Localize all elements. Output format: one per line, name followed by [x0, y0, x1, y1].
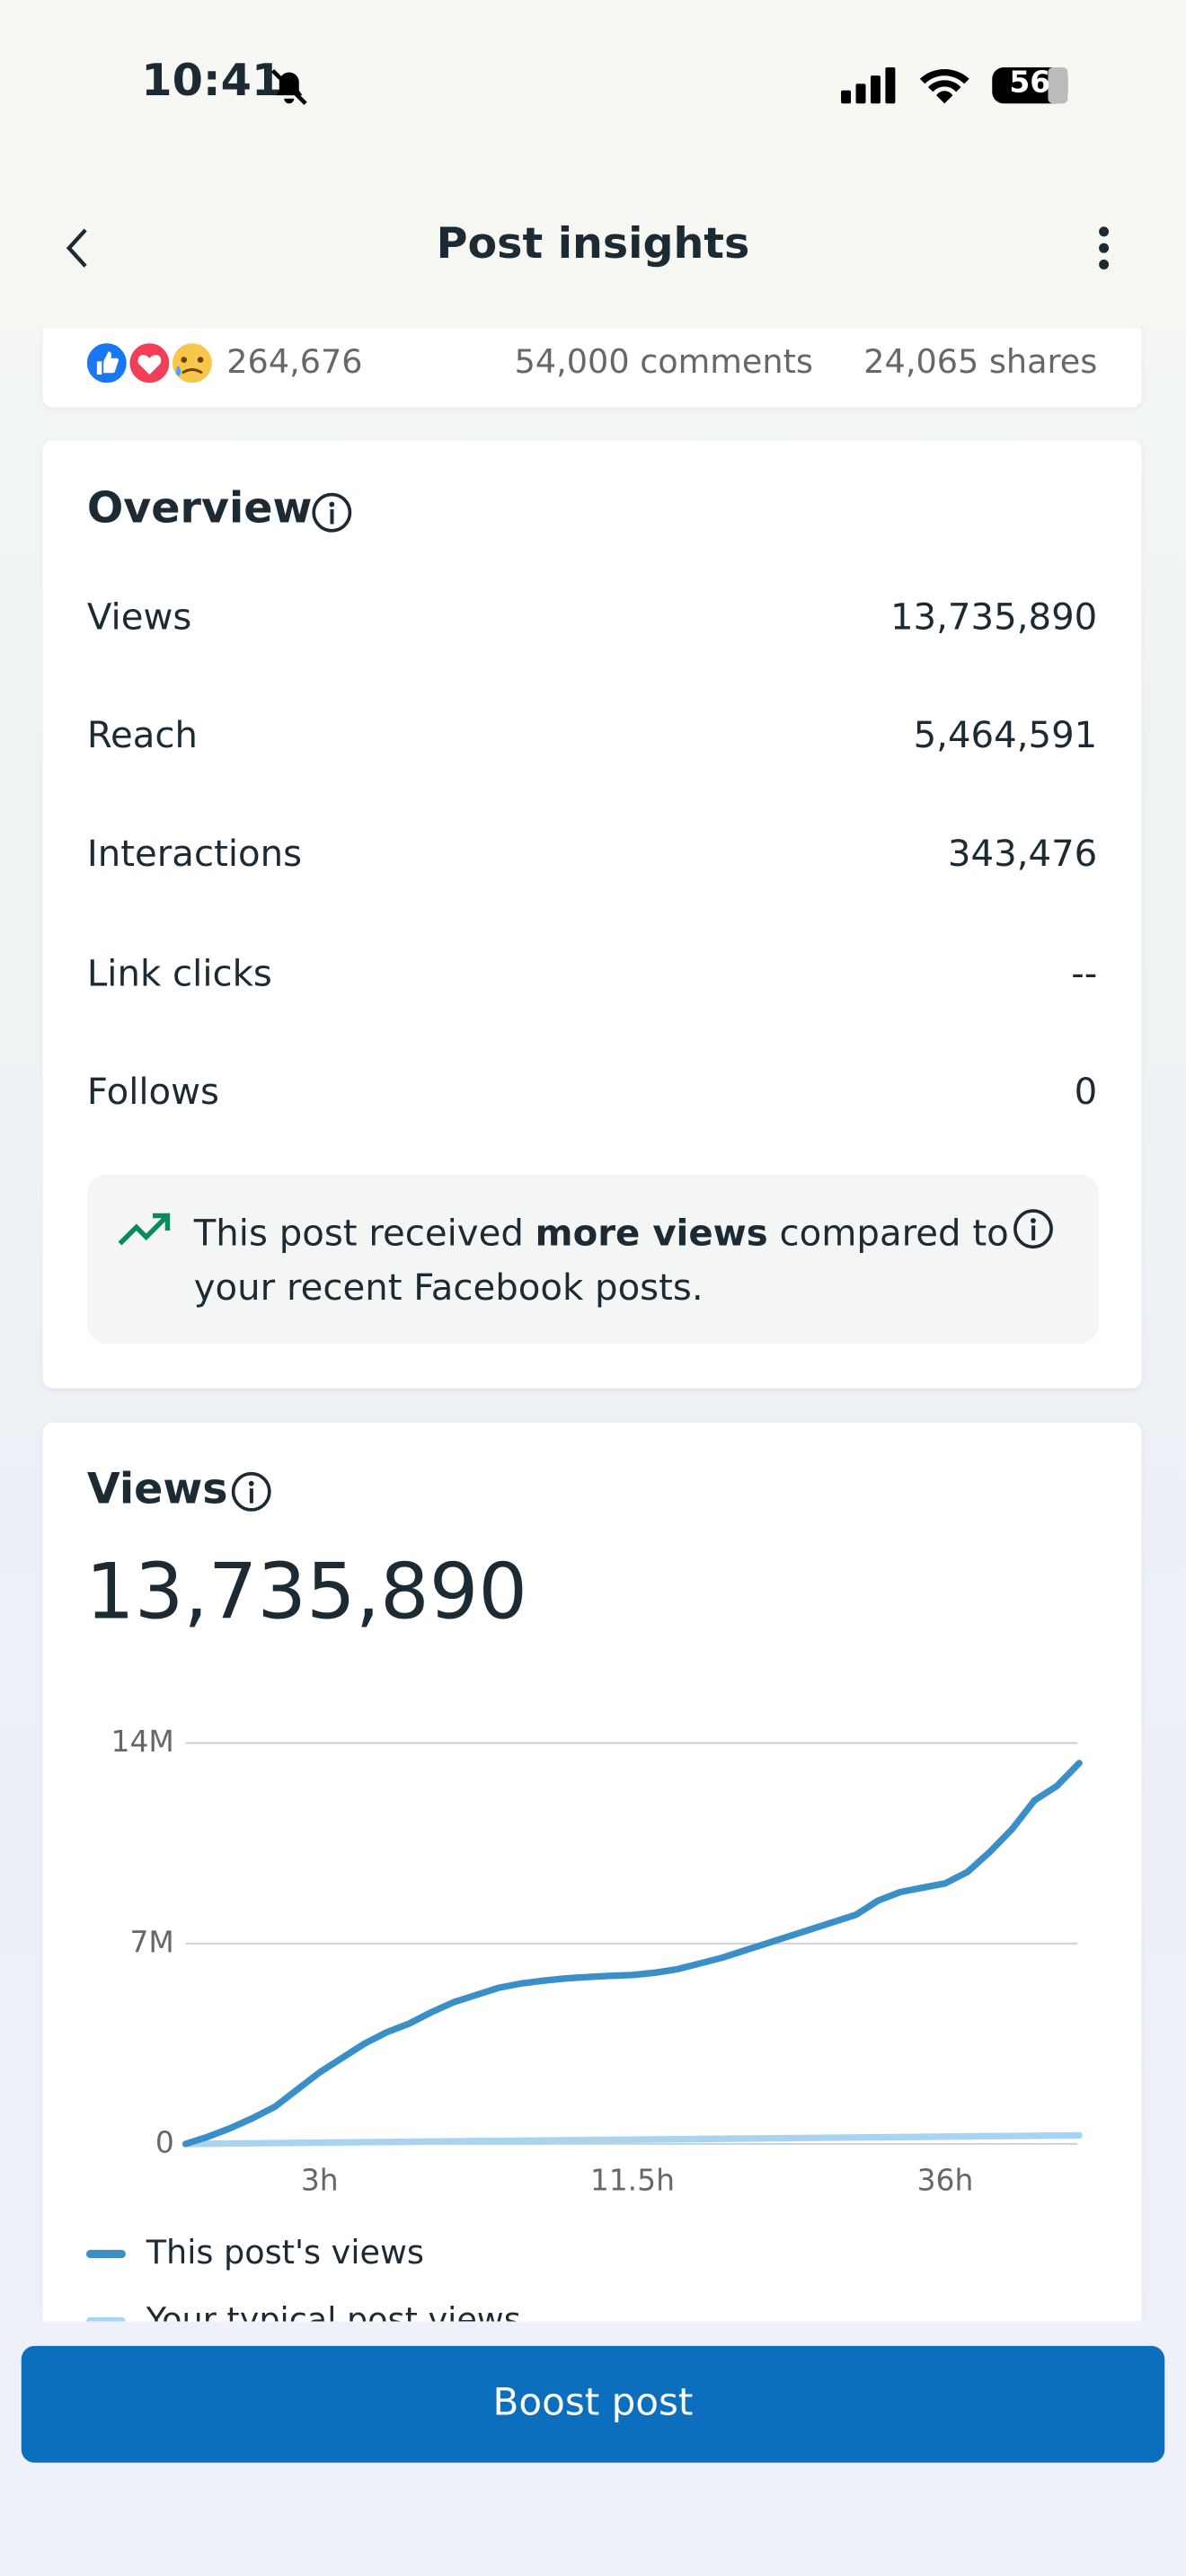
series-line — [181, 1760, 1083, 2148]
x-tick-label: 36h — [917, 2163, 974, 2198]
metric-label: Follows — [86, 1072, 220, 1115]
metric-row: Views 13,735,890 — [87, 595, 1097, 644]
bottom-bar: Boost post — [0, 2321, 1186, 2576]
note-text-part: This post received — [193, 1213, 535, 1256]
metric-row: Follows 0 — [87, 1070, 1097, 1119]
metric-value: -- — [1071, 954, 1098, 996]
metric-label: Reach — [86, 716, 199, 758]
views-card: Views 13,735,890 — [42, 1422, 1142, 2442]
reaction-icons — [84, 340, 216, 386]
metric-value: 13,735,890 — [890, 597, 1098, 640]
battery-level: 56 — [1009, 66, 1051, 101]
legend-label: This post's views — [146, 2233, 424, 2272]
page-title: Post insights — [436, 220, 750, 269]
back-button[interactable] — [59, 224, 99, 273]
y-tick-label: 0 — [155, 2124, 174, 2159]
info-icon[interactable] — [309, 490, 355, 535]
x-tick-label: 3h — [301, 2163, 339, 2198]
series-line — [181, 2131, 1083, 2148]
comments-count[interactable]: 54,000 comments — [514, 341, 813, 382]
overview-card: Overview Views 13,735,890 Reach 5,464,591 … — [42, 440, 1142, 1389]
metric-label: Views — [86, 597, 192, 640]
metric-value: 5,464,591 — [913, 716, 1098, 758]
legend-label: Your typical post views — [146, 2300, 521, 2322]
metric-row: Interactions 343,476 — [87, 832, 1097, 881]
mute-icon — [270, 69, 307, 105]
metric-label: Interactions — [86, 834, 303, 876]
note-text-part: compared to your recent Facebook posts. — [193, 1213, 1009, 1310]
boost-button[interactable]: Boost post — [21, 2345, 1165, 2463]
x-tick-label: 11.5h — [590, 2163, 675, 2198]
trend-icon — [118, 1213, 171, 1246]
metric-label: Link clicks — [86, 954, 272, 996]
info-icon[interactable] — [228, 1469, 274, 1514]
y-tick-label: 7M — [129, 1924, 173, 1959]
metric-value: 343,476 — [947, 834, 1098, 876]
status-time: 10:41 — [141, 56, 283, 107]
overview-title: Overview — [86, 484, 313, 534]
more-button[interactable] — [1087, 224, 1120, 273]
metric-row: Link clicks -- — [87, 951, 1097, 1001]
note-text-bold: more views — [535, 1213, 768, 1256]
y-tick-label: 14M — [111, 1724, 174, 1759]
metric-row: Reach 5,464,591 — [87, 713, 1097, 763]
views-total: 13,735,890 — [85, 1547, 528, 1638]
note-text: This post received more views compared t… — [194, 1207, 1015, 1316]
header-area: 10:41 56 Post insights — [0, 0, 1186, 329]
views-chart: 0 7M 14M 3h 11.5h 36h This post's views Your ty… — [85, 1724, 1083, 2322]
info-icon[interactable] — [1010, 1207, 1056, 1253]
insight-note: This post received more views compared t… — [86, 1174, 1100, 1345]
shares-count[interactable]: 24,065 shares — [863, 341, 1098, 382]
reaction-count: 264,676 — [226, 341, 363, 382]
views-title: Views — [86, 1465, 228, 1515]
status-icons — [841, 66, 1068, 104]
metric-value: 0 — [1074, 1072, 1098, 1115]
